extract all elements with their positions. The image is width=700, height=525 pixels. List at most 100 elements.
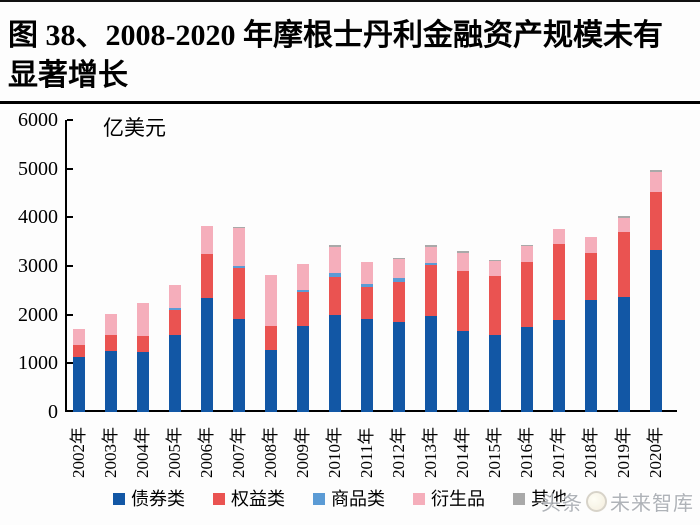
x-axis-tick-label: 2012年 (389, 427, 409, 478)
bar-segment (296, 289, 309, 292)
y-axis-tick-label: 5000 (18, 157, 58, 180)
bar-segment (232, 318, 245, 412)
y-axis-tick-label: 6000 (18, 109, 58, 131)
legend-item-1: 权益类 (213, 489, 285, 509)
legend-swatch-icon (313, 493, 325, 505)
legend-item-3: 衍生品 (413, 489, 485, 509)
bar-segment (104, 335, 117, 351)
top-divider (0, 0, 700, 2)
bar-segment (489, 259, 502, 261)
bar-segment (521, 244, 534, 247)
bar-segment (72, 357, 85, 412)
bar-segment (328, 272, 341, 277)
y-axis-tick (67, 313, 73, 316)
watermark-prefix: 头条 (541, 493, 583, 515)
bar-segment (328, 315, 341, 412)
x-axis-tick-label: 2009年 (292, 427, 312, 478)
bar-segment (296, 291, 309, 326)
bar-segment (649, 249, 662, 412)
bar-segment (457, 250, 470, 253)
figure-title-line2: 显著增长 (8, 59, 128, 92)
x-axis-tick-label: 2016年 (517, 427, 537, 478)
title-divider (0, 101, 700, 104)
bar-segment (425, 244, 438, 247)
x-axis-tick-label: 2019年 (613, 427, 633, 478)
x-axis-tick-label: 2006年 (196, 427, 216, 478)
bar-segment (521, 246, 534, 262)
x-axis-tick-label: 2010年 (324, 427, 344, 478)
y-axis-tick (67, 265, 73, 267)
bar-segment (457, 330, 470, 412)
bar-segment (136, 336, 149, 352)
y-axis-tick (67, 216, 73, 219)
figure-title-line1: 图 38、2008-2020 年摩根士丹利金融资产规模未有 (8, 19, 663, 52)
bar-segment (264, 326, 277, 351)
bar-segment (521, 261, 534, 328)
bar-segment (393, 277, 406, 282)
y-axis-tick-label: 2000 (18, 303, 58, 326)
bar-segment (296, 264, 309, 290)
bar-segment (264, 275, 277, 327)
bar-segment (617, 217, 630, 233)
bar-segment (232, 228, 245, 266)
bar-segment (457, 252, 470, 272)
x-axis-tick-label: 2017年 (549, 427, 569, 478)
watermark: 头条 未来智库 (541, 487, 694, 516)
legend-label: 其他 (531, 489, 567, 509)
bar-segment (489, 335, 502, 412)
y-axis-tick-label: 4000 (18, 206, 58, 229)
y-axis-tick-label: 1000 (18, 352, 58, 375)
bar-segment (585, 252, 598, 300)
bar-segment (617, 232, 630, 297)
x-axis-tick-label: 2011年 (357, 427, 377, 478)
bar-segment (264, 350, 277, 412)
x-axis-tick-label: 2015年 (485, 427, 505, 478)
bar-segment (296, 325, 309, 412)
bar-segment (200, 297, 213, 412)
legend-label: 权益类 (231, 489, 285, 509)
bar-segment (489, 260, 502, 276)
bar-segment (232, 265, 245, 268)
legend-item-4: 其他 (513, 489, 567, 509)
y-axis-unit-label: 亿美元 (103, 116, 166, 140)
bar-segment (104, 350, 117, 412)
bar-segment (425, 262, 438, 265)
y-axis-tick-label: 3000 (18, 255, 58, 277)
bar-segment (393, 259, 406, 278)
bar-segment (393, 322, 406, 412)
bar-segment (168, 334, 181, 412)
bar-segment (553, 319, 566, 412)
bar-segment (328, 246, 341, 273)
bar-segment (328, 244, 341, 247)
figure-title: 图 38、2008-2020 年摩根士丹利金融资产规模未有 显著增长 (8, 16, 698, 96)
bar-segment (393, 258, 406, 260)
y-axis-tick (67, 119, 73, 121)
x-axis-tick-label: 2002年 (68, 427, 88, 478)
bar-segment (361, 261, 374, 284)
x-axis-tick-label: 2014年 (453, 427, 473, 478)
legend-label: 衍生品 (431, 489, 485, 509)
x-axis-tick-label: 2020年 (645, 427, 665, 478)
x-axis-tick-label: 2004年 (132, 427, 152, 478)
y-axis-tick-label: 0 (48, 401, 58, 423)
bar-segment (104, 314, 117, 336)
legend-swatch-icon (513, 493, 525, 505)
legend-item-2: 商品类 (313, 489, 385, 509)
smiley-watermark-icon (586, 491, 607, 512)
y-axis-tick (67, 362, 73, 365)
bar-segment (361, 283, 374, 288)
y-axis-tick (67, 167, 73, 170)
bar-segment (585, 237, 598, 253)
bar-segment (457, 271, 470, 331)
bar-segment (649, 169, 662, 172)
legend-item-0: 债券类 (113, 489, 185, 509)
x-axis-tick-label: 2005年 (164, 427, 184, 478)
bar-segment (136, 351, 149, 412)
bar-segment (649, 171, 662, 192)
bar-segment (425, 265, 438, 317)
legend-swatch-icon (213, 493, 225, 505)
bar-segment (553, 244, 566, 320)
bar-segment (232, 267, 245, 319)
